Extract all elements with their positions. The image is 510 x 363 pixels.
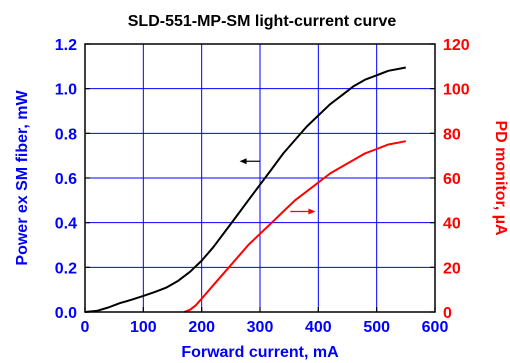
y-right-tick-label: 40 xyxy=(443,216,461,233)
y-left-tick-label: 1.0 xyxy=(55,82,77,99)
x-axis-ticks: 0 100 200 300 400 500 600 xyxy=(81,307,449,336)
y-right-tick-label: 100 xyxy=(443,82,470,99)
y-right-axis-ticks: 0 20 40 60 80 100 120 xyxy=(430,37,470,322)
x-axis-label: Forward current, mA xyxy=(181,344,339,361)
y-right-tick-label: 60 xyxy=(443,171,461,188)
y-left-tick-label: 0.8 xyxy=(55,126,77,143)
x-tick-label: 0 xyxy=(81,319,90,336)
y-left-tick-label: 0.0 xyxy=(55,305,77,322)
y-right-tick-label: 20 xyxy=(443,260,461,277)
y-left-axis-label: Power ex SM fiber, mW xyxy=(14,90,31,266)
y-right-tick-label: 0 xyxy=(443,305,452,322)
y-right-axis-label: PD monitor, µA xyxy=(492,121,509,236)
x-tick-label: 600 xyxy=(422,319,449,336)
y-right-tick-label: 80 xyxy=(443,126,461,143)
x-tick-label: 300 xyxy=(247,319,274,336)
power-arrow-head xyxy=(239,158,247,165)
series-lines xyxy=(84,66,406,313)
x-tick-label: 100 xyxy=(130,319,157,336)
y-right-tick-label: 120 xyxy=(443,37,470,54)
x-tick-label: 400 xyxy=(305,319,332,336)
monitor-series-line xyxy=(183,140,406,313)
power-series-line xyxy=(84,66,406,313)
y-left-tick-label: 1.2 xyxy=(55,37,77,54)
y-left-tick-label: 0.6 xyxy=(55,171,77,188)
y-left-axis-ticks: 0.0 0.2 0.4 0.6 0.8 1.0 1.2 xyxy=(55,37,90,322)
y-left-tick-label: 0.2 xyxy=(55,260,77,277)
y-left-tick-label: 0.4 xyxy=(55,216,77,233)
x-tick-label: 500 xyxy=(363,319,390,336)
series-arrows xyxy=(239,158,316,215)
monitor-arrow-head xyxy=(308,208,316,215)
chart-title: SLD-551-MP-SM light-current curve xyxy=(128,13,397,30)
x-tick-label: 200 xyxy=(188,319,215,336)
grid-lines xyxy=(85,44,435,312)
